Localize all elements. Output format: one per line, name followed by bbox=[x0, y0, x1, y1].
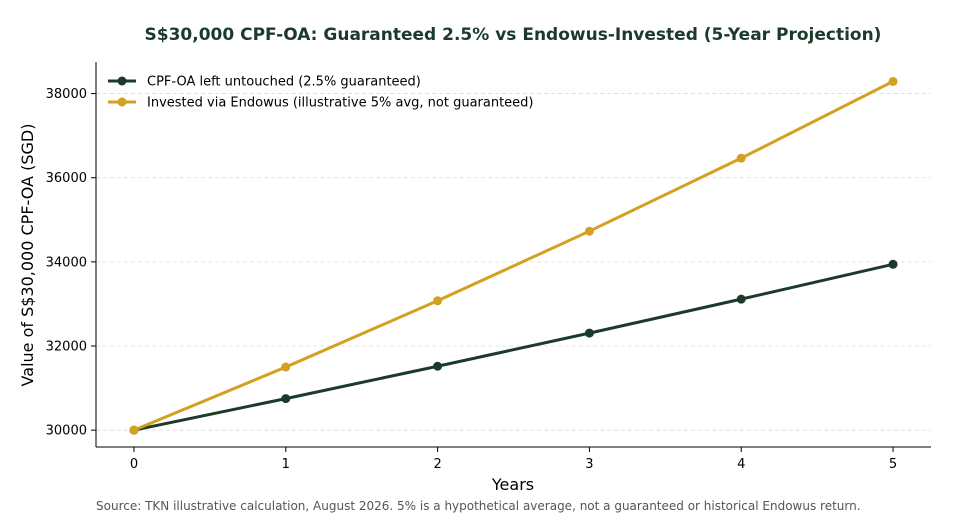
x-tick-label: 0 bbox=[130, 457, 138, 472]
y-tick-label: 36000 bbox=[46, 171, 87, 186]
series-layer bbox=[129, 76, 898, 435]
ticks-layer: 30000 32000 34000 36000 38000 0 1 2 3 4 5 bbox=[46, 87, 898, 472]
data-point-series-1 bbox=[888, 259, 898, 269]
data-point-series-1 bbox=[281, 394, 291, 404]
y-tick-label: 38000 bbox=[46, 87, 87, 102]
y-tick-label: 30000 bbox=[46, 424, 87, 439]
data-point-series-1 bbox=[736, 294, 746, 304]
data-point-series-2 bbox=[433, 296, 443, 306]
data-point-series-2 bbox=[129, 425, 139, 435]
series-line-1 bbox=[132, 262, 895, 432]
legend-swatch-marker-2 bbox=[117, 97, 127, 107]
legend-label-1: CPF-OA left untouched (2.5% guaranteed) bbox=[147, 75, 421, 90]
y-axis-label: Value of S$30,000 CPF-OA (SGD) bbox=[18, 124, 37, 387]
x-tick-label: 3 bbox=[585, 457, 593, 472]
x-tick-label: 1 bbox=[282, 457, 290, 472]
legend: CPF-OA left untouched (2.5% guaranteed) I… bbox=[108, 75, 534, 111]
y-tick-label: 32000 bbox=[46, 340, 87, 355]
data-point-series-2 bbox=[584, 226, 594, 236]
data-point-series-1 bbox=[584, 328, 594, 338]
x-tick-label: 4 bbox=[737, 457, 745, 472]
y-tick-label: 34000 bbox=[46, 255, 87, 270]
legend-label-2: Invested via Endowus (illustrative 5% av… bbox=[147, 96, 534, 111]
source-note: Source: TKN illustrative calculation, Au… bbox=[96, 499, 861, 513]
data-point-series-2 bbox=[281, 362, 291, 372]
data-point-series-1 bbox=[433, 361, 443, 371]
grid-layer bbox=[96, 93, 931, 431]
x-axis-label: Years bbox=[491, 475, 534, 494]
data-point-series-2 bbox=[736, 153, 746, 163]
data-point-series-2 bbox=[888, 76, 898, 86]
series-line-2 bbox=[132, 79, 895, 432]
x-tick-label: 2 bbox=[433, 457, 441, 472]
x-tick-label: 5 bbox=[889, 457, 897, 472]
axes-layer bbox=[95, 62, 931, 448]
legend-swatch-marker-1 bbox=[117, 76, 127, 86]
chart-title: S$30,000 CPF-OA: Guaranteed 2.5% vs Endo… bbox=[145, 25, 882, 45]
